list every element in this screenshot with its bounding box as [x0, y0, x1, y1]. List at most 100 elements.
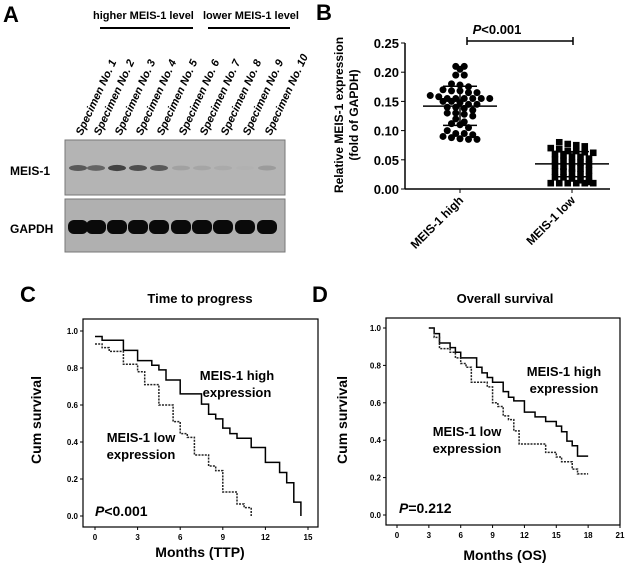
y-tick-label: 0.15: [374, 94, 399, 109]
band-meis1: [150, 165, 168, 171]
data-point: [460, 130, 468, 138]
y-tick-label: 0.05: [374, 153, 399, 168]
data-point: [589, 149, 597, 157]
data-point: [555, 138, 563, 146]
data-point: [452, 109, 460, 117]
data-point: [560, 151, 567, 159]
data-point: [435, 93, 443, 101]
data-point: [589, 179, 597, 187]
group-label-high: higher MEIS-1 level: [93, 10, 194, 22]
data-point: [551, 168, 559, 175]
plot-frame: [385, 317, 621, 526]
y-tick-label: 1.0: [67, 327, 79, 336]
x-axis-label: Months (TTP): [155, 544, 244, 560]
data-point: [448, 97, 455, 105]
scatter-panel: 0.00 0.05 0.10 0.15 0.20 0.25 Relative MEIS-1 …: [332, 22, 610, 252]
data-point: [560, 168, 567, 175]
data-point: [443, 127, 451, 135]
x-tick-label: 6: [178, 533, 183, 542]
band-gapdh: [235, 220, 255, 234]
data-point: [577, 153, 584, 161]
data-point: [568, 175, 576, 182]
y-tick-label: 0.10: [374, 124, 399, 139]
series-label: MEIS-1 high: [200, 368, 274, 383]
data-point: [469, 106, 477, 114]
x-tick-label: 6: [458, 531, 463, 540]
data-point: [560, 157, 567, 165]
y-tick-label: 0.2: [67, 475, 79, 484]
data-point: [460, 71, 468, 79]
series-label: MEIS-1 high: [527, 364, 601, 379]
x-tick-label: 3: [135, 533, 140, 542]
data-point: [460, 110, 468, 118]
band-meis1: [236, 165, 254, 171]
y-tick-label: 0.4: [370, 436, 382, 445]
data-point: [581, 179, 589, 187]
data-point: [469, 131, 477, 139]
x-tick-label: 21: [616, 531, 625, 540]
y-tick-label: 0.6: [370, 399, 382, 408]
x-tick-label: 15: [552, 531, 561, 540]
data-point: [572, 179, 580, 187]
y-tick-label: 0.25: [374, 36, 399, 51]
y-tick-label: 0.8: [67, 364, 79, 373]
y-axis-label: Cum survival: [334, 376, 350, 464]
survival-panel-os: Overall survival Months (OS) Cum survival 0…: [334, 291, 625, 563]
data-point: [577, 176, 584, 184]
band-gapdh: [149, 220, 169, 234]
data-point: [581, 143, 589, 150]
survival-curve-low: [95, 343, 252, 516]
x-tick-label: 3: [427, 531, 432, 540]
data-point: [465, 135, 472, 143]
data-point: [551, 150, 559, 158]
series-label: expression: [433, 441, 502, 456]
p-value-label: P<0.001: [473, 22, 522, 37]
data-point: [585, 167, 593, 174]
x-tick-label: 15: [304, 533, 313, 542]
panel-label-c: C: [20, 282, 36, 307]
data-point: [486, 94, 494, 102]
x-tick-label: 12: [520, 531, 529, 540]
panel-label-a: A: [3, 2, 19, 27]
y-tick-label: 0.8: [370, 361, 382, 370]
data-point: [456, 135, 464, 143]
p-value-label: P<0.001: [95, 503, 148, 519]
band-gapdh: [107, 220, 127, 234]
x-axis-label: Months (OS): [463, 547, 546, 563]
data-point: [473, 89, 481, 97]
x-tick-label: 12: [261, 533, 270, 542]
x-tick-label: 0: [93, 533, 98, 542]
data-point: [456, 65, 464, 73]
data-point: [473, 135, 481, 143]
band-meis1: [258, 165, 276, 171]
data-point: [564, 179, 572, 187]
band-meis1: [193, 165, 211, 171]
data-point: [439, 86, 447, 94]
row-label-gapdh: GAPDH: [10, 222, 53, 236]
x-tick-label: 9: [221, 533, 226, 542]
band-gapdh: [68, 220, 88, 234]
data-point: [547, 144, 555, 152]
band-gapdh: [192, 220, 212, 234]
y-tick-label: 1.0: [370, 324, 382, 333]
x-tick-label: MEIS-1 low: [523, 193, 578, 248]
survival-curve-low: [428, 327, 589, 475]
y-axis-label: Cum survival: [28, 376, 44, 464]
data-point: [577, 171, 584, 178]
band-meis1: [214, 165, 232, 171]
data-point: [477, 94, 485, 102]
y-tick-label: 0.20: [374, 65, 399, 80]
series-label: MEIS-1 low: [433, 424, 503, 439]
group-label-low: lower MEIS-1 level: [203, 10, 299, 22]
data-point: [452, 115, 460, 123]
y-tick-label: 0.4: [67, 438, 79, 447]
y-tick-label: 0.2: [370, 474, 382, 483]
series-label: MEIS-1 low: [107, 430, 177, 445]
row-label-meis1: MEIS-1: [10, 164, 50, 178]
panel-label-d: D: [312, 282, 328, 307]
band-meis1: [129, 164, 147, 172]
data-point: [448, 87, 455, 95]
chart-title: Overall survival: [457, 291, 554, 306]
band-meis1: [172, 165, 190, 171]
